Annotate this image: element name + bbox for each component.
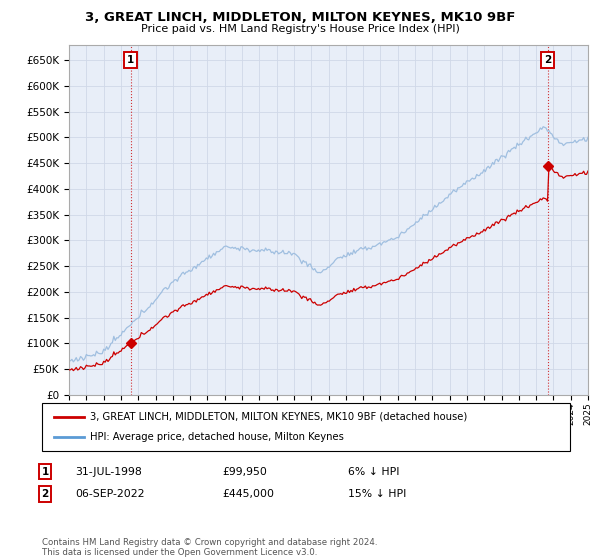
Text: 2: 2 [544,55,551,66]
Text: 15% ↓ HPI: 15% ↓ HPI [348,489,406,499]
Text: 1: 1 [127,55,134,66]
Text: Contains HM Land Registry data © Crown copyright and database right 2024.
This d: Contains HM Land Registry data © Crown c… [42,538,377,557]
Text: 31-JUL-1998: 31-JUL-1998 [75,466,142,477]
Text: 06-SEP-2022: 06-SEP-2022 [75,489,145,499]
Text: Price paid vs. HM Land Registry's House Price Index (HPI): Price paid vs. HM Land Registry's House … [140,24,460,34]
Text: £99,950: £99,950 [222,466,267,477]
Text: HPI: Average price, detached house, Milton Keynes: HPI: Average price, detached house, Milt… [90,432,344,442]
Text: 3, GREAT LINCH, MIDDLETON, MILTON KEYNES, MK10 9BF (detached house): 3, GREAT LINCH, MIDDLETON, MILTON KEYNES… [90,412,467,422]
Text: 3, GREAT LINCH, MIDDLETON, MILTON KEYNES, MK10 9BF: 3, GREAT LINCH, MIDDLETON, MILTON KEYNES… [85,11,515,24]
Text: 1: 1 [41,466,49,477]
Text: £445,000: £445,000 [222,489,274,499]
Text: 2: 2 [41,489,49,499]
Text: 6% ↓ HPI: 6% ↓ HPI [348,466,400,477]
